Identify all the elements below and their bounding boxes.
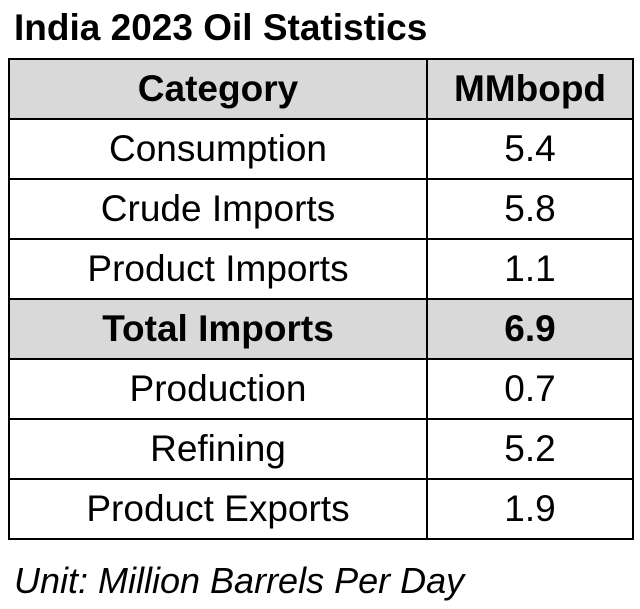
cell-category: Crude Imports (8, 178, 428, 240)
table-row: Consumption 5.4 (8, 118, 634, 180)
table-title: India 2023 Oil Statistics (14, 7, 428, 48)
table-row: Crude Imports 5.8 (8, 178, 634, 240)
table-row: Refining 5.2 (8, 418, 634, 480)
table-row-total: Total Imports 6.9 (8, 298, 634, 360)
cell-category: Product Imports (8, 238, 428, 300)
cell-value: 1.1 (426, 238, 634, 300)
cell-category: Consumption (8, 118, 428, 180)
unit-footnote: Unit: Million Barrels Per Day (14, 560, 465, 601)
cell-value: 5.8 (426, 178, 634, 240)
cell-value: 0.7 (426, 358, 634, 420)
column-header-mmbopd: MMbopd (426, 58, 634, 120)
table-row: Production 0.7 (8, 358, 634, 420)
cell-value: 5.4 (426, 118, 634, 180)
cell-value: 6.9 (426, 298, 634, 360)
table-row: Product Exports 1.9 (8, 478, 634, 540)
cell-value: 1.9 (426, 478, 634, 540)
cell-category: Refining (8, 418, 428, 480)
cell-category: Total Imports (8, 298, 428, 360)
oil-statistics-table: Category MMbopd Consumption 5.4 Crude Im… (8, 58, 634, 540)
cell-category: Production (8, 358, 428, 420)
table-header-row: Category MMbopd (8, 58, 634, 120)
column-header-category: Category (8, 58, 428, 120)
table-row: Product Imports 1.1 (8, 238, 634, 300)
cell-value: 5.2 (426, 418, 634, 480)
cell-category: Product Exports (8, 478, 428, 540)
